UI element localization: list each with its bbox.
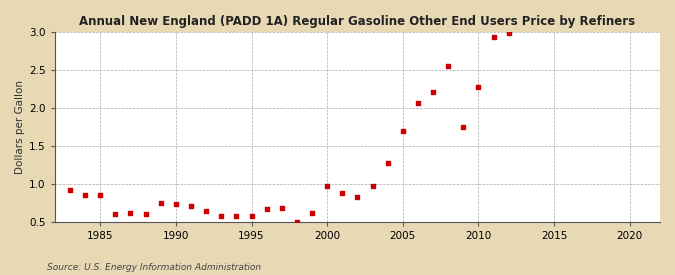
Point [322, 184, 333, 188]
Point [412, 101, 423, 106]
Point [398, 128, 408, 133]
Point [261, 207, 272, 211]
Point [352, 195, 362, 200]
Point [276, 206, 287, 210]
Point [171, 202, 182, 207]
Point [200, 209, 211, 213]
Point [186, 204, 196, 208]
Point [488, 35, 499, 39]
Point [155, 200, 166, 205]
Text: Source: U.S. Energy Information Administration: Source: U.S. Energy Information Administ… [47, 263, 261, 272]
Y-axis label: Dollars per Gallon: Dollars per Gallon [15, 80, 25, 174]
Point [125, 211, 136, 216]
Point [337, 191, 348, 195]
Point [216, 214, 227, 219]
Point [382, 161, 393, 166]
Point [292, 219, 302, 224]
Point [110, 212, 121, 216]
Point [443, 64, 454, 68]
Point [306, 210, 317, 215]
Point [367, 184, 378, 188]
Point [246, 213, 257, 218]
Point [428, 90, 439, 94]
Point [504, 31, 514, 36]
Point [231, 213, 242, 218]
Point [65, 188, 76, 192]
Point [80, 193, 90, 197]
Title: Annual New England (PADD 1A) Regular Gasoline Other End Users Price by Refiners: Annual New England (PADD 1A) Regular Gas… [80, 15, 635, 28]
Point [95, 193, 105, 197]
Point [458, 125, 468, 129]
Point [473, 85, 484, 90]
Point [140, 212, 151, 216]
